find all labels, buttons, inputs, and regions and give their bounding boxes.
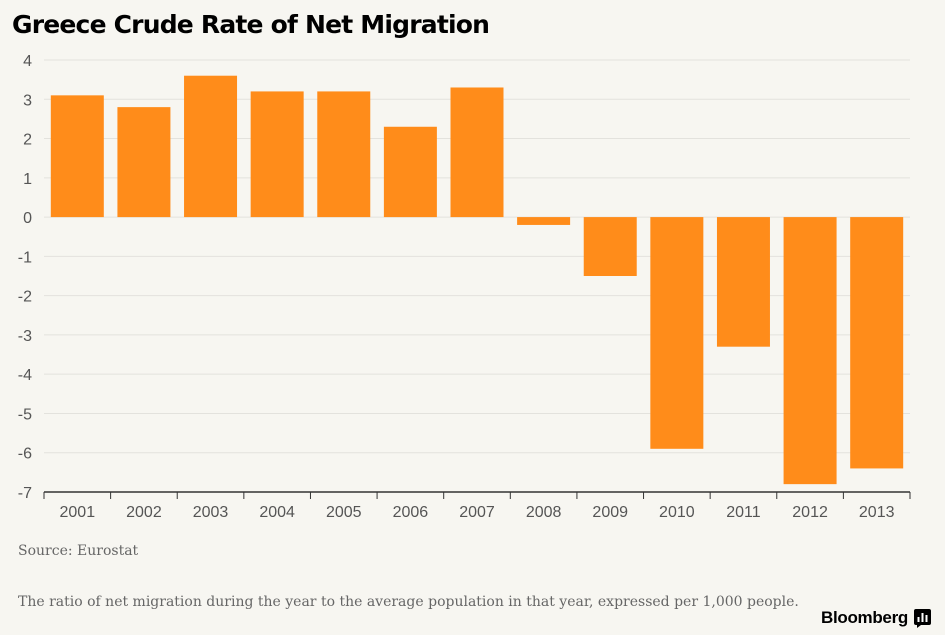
y-tick-label: -2 <box>18 289 32 306</box>
y-tick-label: 4 <box>23 53 32 70</box>
bar-2002 <box>117 107 171 218</box>
x-tick-label: 2008 <box>526 504 562 521</box>
bar-chart: 4 3 2 1 0 -1 -2 -3 -4 -5 -6 -7 2001 2002 2003 2004 2005… <box>18 53 911 521</box>
bar-2006 <box>383 126 437 218</box>
x-tick-label: 2012 <box>792 504 828 521</box>
brand-logo: Bloomberg <box>821 608 931 628</box>
bars <box>50 75 904 485</box>
x-tick-label: 2001 <box>60 504 96 521</box>
bar-2012 <box>783 217 837 485</box>
x-tick-label: 2010 <box>659 504 695 521</box>
bar-2005 <box>317 91 371 218</box>
bar-2008 <box>517 217 571 225</box>
bar-2007 <box>450 87 504 218</box>
y-tick-label: 0 <box>23 210 32 227</box>
footnote: The ratio of net migration during the ye… <box>18 594 799 610</box>
y-tick-label: 3 <box>23 92 32 109</box>
y-tick-label: -7 <box>18 485 32 502</box>
y-tick-label: -4 <box>18 367 32 384</box>
y-tick-labels: 4 3 2 1 0 -1 -2 -3 -4 -5 -6 -7 <box>18 53 32 502</box>
x-tick-label: 2005 <box>326 504 362 521</box>
x-tick-label: 2007 <box>459 504 495 521</box>
bloomberg-chart-icon <box>914 608 931 628</box>
x-tick-label: 2013 <box>859 504 895 521</box>
y-tick-label: 2 <box>23 132 32 149</box>
x-tick-label: 2002 <box>126 504 162 521</box>
y-tick-label: -1 <box>18 249 32 266</box>
bar-2004 <box>250 91 304 218</box>
y-tick-label: 1 <box>23 171 32 188</box>
bar-2010 <box>650 217 704 449</box>
brand-name: Bloomberg <box>820 608 908 627</box>
bar-2009 <box>583 217 637 276</box>
bar-2011 <box>716 217 770 347</box>
x-tick-label: 2009 <box>592 504 628 521</box>
x-axis <box>43 491 911 499</box>
source-note: Source: Eurostat <box>18 543 139 559</box>
y-tick-label: -3 <box>18 328 32 345</box>
bar-2001 <box>50 95 104 218</box>
x-tick-label: 2004 <box>259 504 295 521</box>
chart-title: Greece Crude Rate of Net Migration <box>12 10 490 39</box>
x-tick-label: 2011 <box>726 504 761 521</box>
x-tick-labels: 2001 2002 2003 2004 2005 2006 2007 2008 2009 2010… <box>60 504 895 521</box>
y-tick-label: -6 <box>18 446 32 463</box>
y-tick-label: -5 <box>18 406 32 423</box>
x-tick-label: 2006 <box>393 504 429 521</box>
bar-2003 <box>184 75 238 218</box>
x-tick-label: 2003 <box>193 504 229 521</box>
bar-2013 <box>850 217 904 469</box>
